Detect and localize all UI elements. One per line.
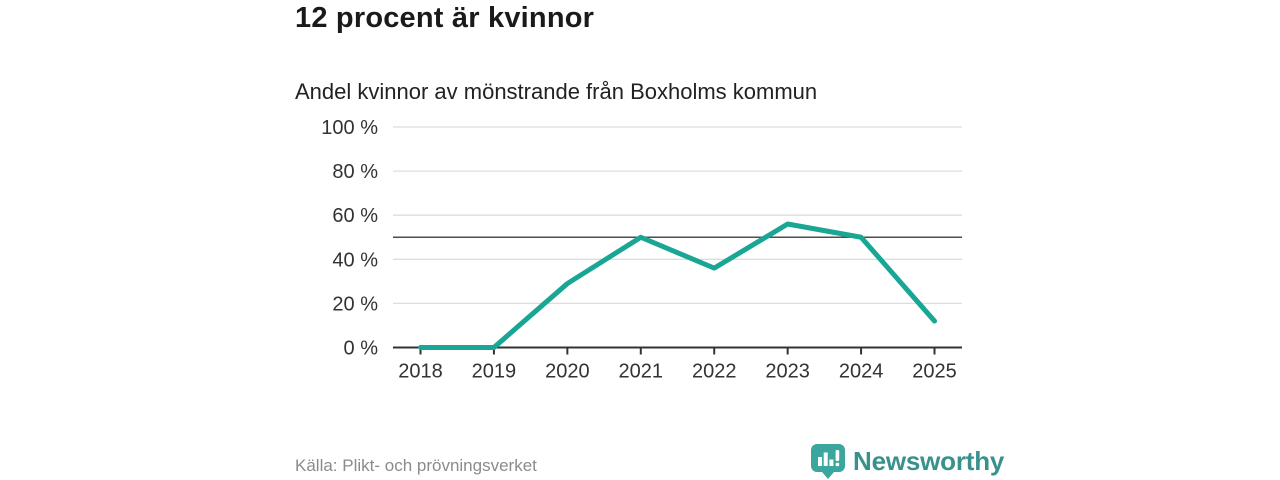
- x-axis-tick-label: 2019: [472, 361, 517, 383]
- y-axis-tick-label: 40 %: [332, 249, 378, 271]
- y-axis-tick-label: 20 %: [332, 293, 378, 315]
- x-axis-tick-label: 2021: [619, 361, 664, 383]
- source-note: Källa: Plikt- och prövningsverket: [295, 456, 537, 475]
- y-axis-tick-label: 80 %: [332, 161, 378, 183]
- chart-subtitle: Andel kvinnor av mönstrande från Boxholm…: [295, 79, 818, 104]
- x-axis-tick-label: 2020: [545, 361, 590, 383]
- x-axis-tick-label: 2022: [692, 361, 737, 383]
- brand-wordmark: Newsworthy: [853, 446, 1005, 476]
- y-axis-tick-label: 60 %: [332, 205, 378, 227]
- brand-logo: Newsworthy: [810, 443, 1004, 480]
- line-chart: 0 % 20 % 40 % 60 % 80 % 100 % 2018 2019 2020 2021…: [321, 117, 962, 383]
- data-line-series: [418, 221, 938, 350]
- y-axis-tick-label: 100 %: [321, 117, 378, 139]
- x-axis-tick-label: 2024: [839, 361, 884, 383]
- x-axis-tick-label: 2023: [765, 361, 810, 383]
- x-axis-tick-label: 2018: [398, 361, 443, 383]
- bar-chart-speech-bubble-icon: [811, 444, 845, 479]
- chart-title: 12 procent är kvinnor: [295, 2, 595, 34]
- y-axis-tick-label: 0 %: [344, 338, 379, 360]
- x-axis-tick-label: 2025: [912, 361, 957, 383]
